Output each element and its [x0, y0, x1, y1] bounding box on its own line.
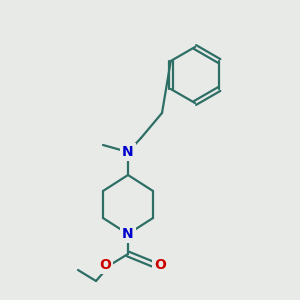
Text: N: N — [122, 227, 134, 241]
Text: N: N — [122, 145, 134, 159]
Text: O: O — [154, 258, 166, 272]
Text: O: O — [99, 258, 111, 272]
